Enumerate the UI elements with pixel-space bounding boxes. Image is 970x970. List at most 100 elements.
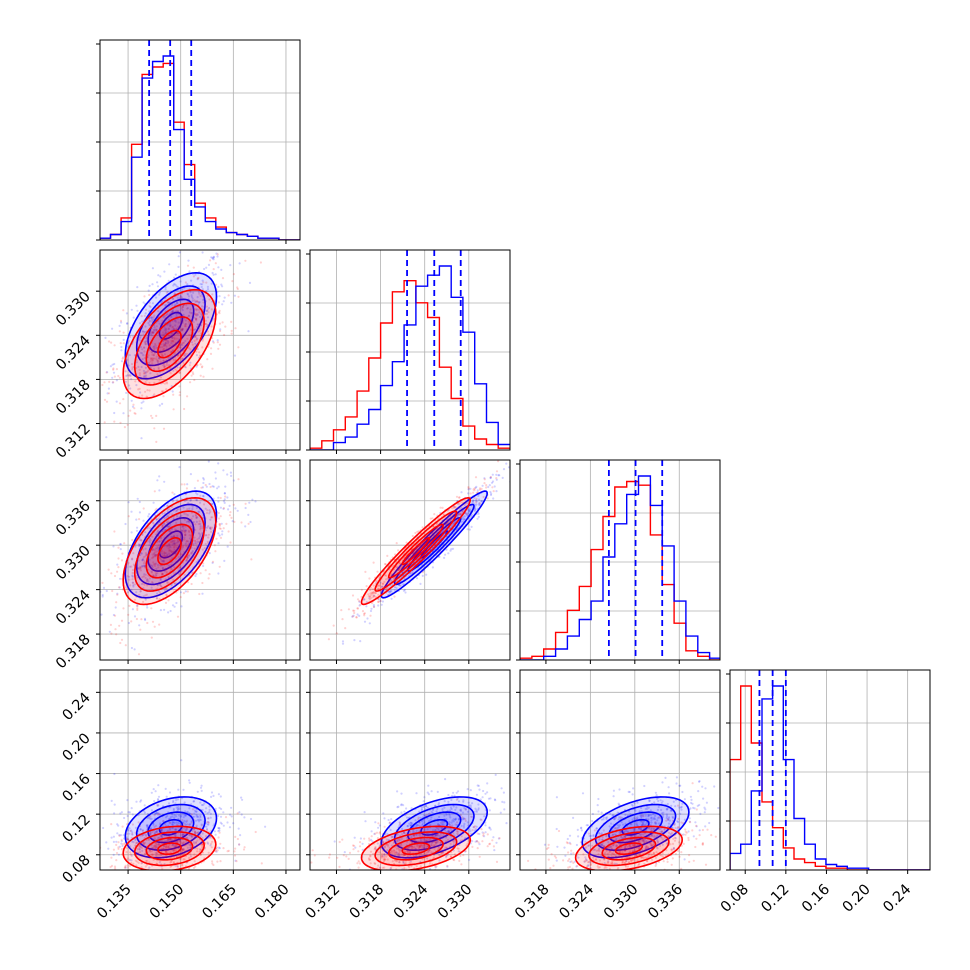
scatter-point-blue (163, 570, 166, 573)
scatter-point-red (202, 503, 206, 506)
scatter-point-red (154, 533, 157, 536)
pair-panel-0-1 (87, 248, 300, 454)
scatter-point-blue (180, 529, 183, 532)
scatter-point-red (227, 248, 229, 250)
scatter-point-blue (494, 773, 497, 777)
scatter-point-red (154, 551, 157, 554)
scatter-point-blue (171, 844, 174, 847)
scatter-point-blue (196, 540, 199, 544)
scatter-point-red (372, 561, 375, 564)
scatter-point-red (476, 847, 479, 850)
scatter-point-blue (205, 827, 209, 831)
scatter-point-red (151, 362, 154, 365)
scatter-point-red (218, 312, 221, 315)
scatter-point-blue (151, 521, 154, 524)
scatter-point-blue (228, 504, 231, 507)
scatter-point-red (165, 314, 168, 317)
scatter-point-red (157, 523, 160, 526)
scatter-point-blue (175, 806, 178, 809)
scatter-point-blue (175, 313, 178, 316)
contour-blue (135, 503, 206, 586)
scatter-point-red (189, 328, 192, 331)
scatter-point-red (117, 566, 120, 569)
scatter-point-red (152, 561, 155, 564)
scatter-point-red (184, 533, 187, 536)
scatter-point-red (217, 311, 220, 314)
scatter-point-blue (214, 471, 217, 474)
scatter-point-blue (492, 497, 495, 500)
scatter-point-blue (116, 563, 119, 566)
scatter-point-red (178, 391, 181, 394)
scatter-point-red (240, 521, 243, 524)
scatter-point-red (138, 538, 141, 541)
scatter-point-red (137, 567, 140, 570)
scatter-point-blue (190, 279, 193, 282)
scatter-point-blue (158, 540, 161, 543)
scatter-point-red (471, 845, 474, 849)
scatter-point-blue (173, 319, 176, 322)
scatter-point-blue (191, 507, 194, 511)
scatter-point-blue (131, 608, 134, 611)
scatter-point-blue (142, 400, 145, 403)
scatter-point-blue (154, 812, 158, 815)
scatter-point-red (128, 578, 131, 581)
scatter-point-red (185, 545, 188, 548)
scatter-point-red (120, 619, 124, 622)
scatter-point-red (132, 563, 135, 566)
scatter-point-blue (130, 531, 133, 534)
scatter-point-blue (138, 500, 141, 504)
scatter-point-blue (180, 605, 183, 608)
scatter-point-blue (179, 294, 182, 297)
hist-panel-1 (306, 250, 510, 454)
scatter-point-blue (156, 798, 160, 801)
scatter-point-red (196, 479, 199, 482)
scatter-point-blue (223, 296, 226, 299)
scatter-point-red (138, 387, 141, 390)
scatter-point-blue (232, 822, 235, 825)
scatter-point-red (207, 536, 210, 539)
contour-red (122, 288, 217, 400)
scatter-point-red (153, 393, 156, 396)
scatter-point-red (177, 360, 181, 364)
scatter-point-blue (178, 466, 181, 469)
scatter-point-red (113, 614, 117, 617)
scatter-point-blue (165, 328, 168, 331)
scatter-point-blue (196, 313, 199, 316)
scatter-point-blue (158, 293, 161, 296)
scatter-point-red (179, 596, 182, 599)
scatter-point-blue (132, 316, 135, 319)
scatter-point-red (178, 385, 181, 388)
scatter-point-blue (501, 476, 504, 479)
scatter-point-red (159, 360, 162, 363)
hist-panel-2 (516, 460, 720, 664)
scatter-point-blue (374, 821, 377, 824)
scatter-point-blue (87, 371, 89, 373)
scatter-point-blue (127, 501, 130, 504)
scatter-point-blue (171, 336, 174, 339)
scatter-point-blue (138, 624, 141, 627)
scatter-point-red (201, 339, 204, 342)
scatter-point-red (187, 320, 190, 323)
scatter-point-blue (209, 816, 212, 819)
scatter-point-red (120, 559, 124, 562)
scatter-point-blue (165, 345, 168, 348)
scatter-point-red (138, 368, 141, 371)
scatter-point-blue (145, 374, 148, 377)
scatter-point-blue (166, 515, 169, 518)
scatter-point-blue (142, 369, 145, 372)
scatter-point-red (211, 860, 214, 863)
scatter-point-blue (155, 518, 158, 521)
scatter-point-blue (130, 510, 133, 513)
scatter-point-blue (218, 829, 221, 832)
scatter-point-blue (212, 273, 215, 276)
scatter-point-red (133, 407, 136, 410)
scatter-point-red (175, 337, 178, 340)
scatter-point-red (172, 578, 175, 582)
scatter-point-red (180, 307, 184, 310)
scatter-point-blue (153, 345, 156, 348)
scatter-point-blue (119, 834, 123, 837)
scatter-point-blue (220, 268, 223, 271)
scatter-point-red (138, 568, 141, 571)
scatter-point-red (93, 583, 95, 585)
scatter-point-blue (378, 824, 381, 827)
